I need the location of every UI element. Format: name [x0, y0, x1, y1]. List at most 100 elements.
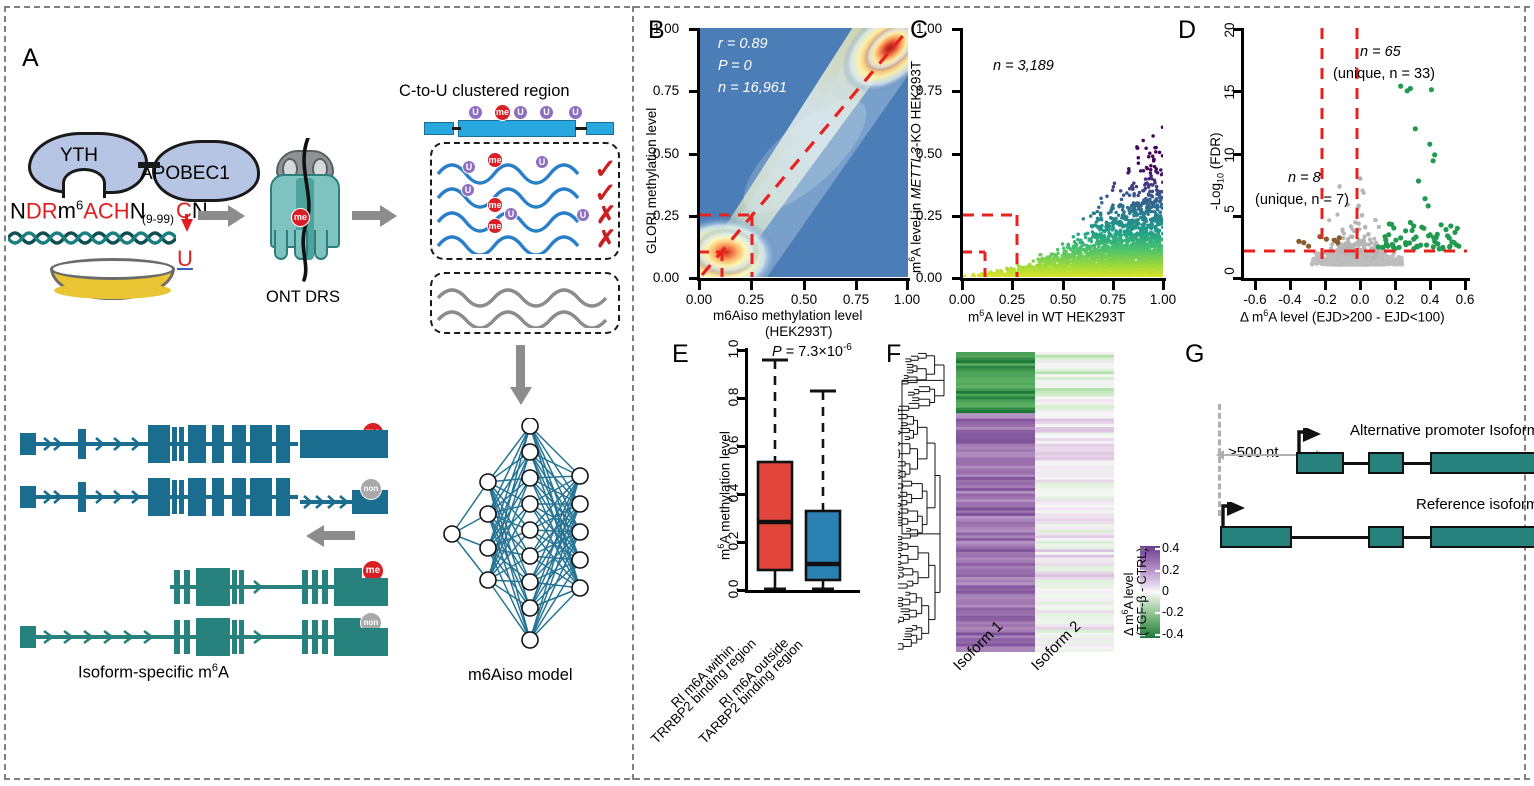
panel-g-alt-intron-2 [1400, 462, 1432, 465]
reads-cluster-box [430, 142, 620, 260]
panel-b-ytick-2 [689, 153, 698, 156]
transcript-exon-left [424, 122, 454, 135]
panel-d-y-axis-title: -Log10 (FDR) [1208, 132, 1226, 210]
transcript-exon-main [458, 120, 576, 137]
read-mark-cross-1: ✗ [596, 202, 617, 229]
gene-track-teal-1-tail [352, 578, 388, 606]
panel-e-ytick-1 [737, 541, 746, 544]
panel-b-ytick-0 [689, 277, 698, 280]
yth-domain-label: YTH [60, 145, 98, 166]
panel-c-xlabel-1: 0.25 [998, 292, 1026, 307]
panel-g-alt-intron-1 [1340, 462, 1372, 465]
panel-b-x-axis [697, 278, 910, 281]
m6aiso-model-diagram [443, 418, 589, 649]
panel-letter-g: G [1185, 340, 1205, 368]
panel-d-ytick-15 [1233, 90, 1242, 93]
panel-b-ytick-1 [689, 215, 698, 218]
petri-dish-rim [50, 258, 175, 280]
panel-f-cbar-tick-0: 0.4 [1162, 541, 1180, 555]
panel-c-ytick-0 [952, 277, 961, 280]
grey-reads-cluster-box [430, 272, 620, 334]
panel-e-y-axis-title: m6A methylation level [716, 431, 733, 560]
ont-drs-label: ONT DRS [266, 288, 340, 306]
panel-d-ylabel-0: 0 [1222, 267, 1237, 275]
panel-e-y-axis [745, 348, 748, 592]
panel-e-ylabel-5: 1.0 [726, 339, 741, 359]
gene-track-dark-1-tail [300, 430, 388, 458]
me-badge-t1: me [494, 104, 511, 121]
u-badge-r2a: U [461, 183, 475, 197]
panel-e-ytick-0 [737, 589, 746, 592]
panel-d-ann-down-1: n = 8 [1288, 170, 1321, 186]
read-mark-cross-2: ✗ [596, 226, 617, 253]
petri-dish-medium [54, 282, 171, 299]
panel-b-xtick-4 [906, 281, 909, 290]
panel-d-y-axis [1241, 28, 1244, 279]
panel-b-stat-r: r = 0.89 [718, 36, 768, 52]
panel-g-alt-exon-1 [1296, 452, 1344, 474]
panel-c-ytick-3 [952, 90, 961, 93]
u-badge-t2: U [513, 105, 528, 120]
u-badge-t4: U [568, 105, 583, 120]
panel-b-xtick-3 [855, 281, 858, 290]
panel-g-ref-intron-1 [1290, 536, 1370, 539]
panel-g-distance-label: >500 nt [1228, 444, 1279, 461]
panel-g-ref-isoform-label: Reference isoform [1416, 496, 1534, 513]
panel-c-y-axis [960, 28, 963, 279]
m6aiso-model-label: m6Aiso model [468, 666, 573, 684]
panel-d-ann-up-1: n = 65 [1360, 44, 1401, 60]
panel-b-ylabel-0: 0.00 [652, 270, 680, 285]
panel-c-xtick-3 [1112, 281, 1115, 290]
u-badge-t1: U [468, 105, 483, 120]
me-badge-nanopore: me [291, 208, 310, 227]
panel-d-xtick-6 [1464, 281, 1467, 290]
panel-e-ytick-4 [737, 397, 746, 400]
panel-f-cbar-tick-4: -0.4 [1162, 627, 1184, 641]
panel-g-alt-tss-arrow-icon [1297, 428, 1321, 455]
panel-d-xtick-5 [1429, 281, 1432, 290]
panel-letter-c: C [910, 16, 929, 44]
panel-d-xlabel-3: 0.0 [1350, 292, 1370, 307]
transcript-junction-left [452, 127, 461, 130]
panel-c-x-axis-title: m6A level in WT HEK293T [968, 308, 1126, 325]
panel-b-ytick-3 [689, 90, 698, 93]
panel-d-xtick-1 [1289, 281, 1292, 290]
panel-c-ylabel-1: 0.25 [915, 208, 943, 223]
u-badge-r1b: U [535, 155, 549, 169]
panel-e-ytick-5 [737, 349, 746, 352]
panel-g-alt-exon-2 [1368, 452, 1404, 474]
panel-c-xtick-4 [1162, 281, 1165, 290]
panel-c-ylabel-2: 0.50 [915, 146, 943, 161]
panel-b-ytick-4 [689, 28, 698, 31]
apobec1-domain-shape [152, 140, 260, 202]
panel-f-colorbar [1140, 546, 1160, 638]
motif-spacer-label: (9-99) [142, 212, 175, 226]
nanopore-leg-1 [274, 230, 288, 260]
panel-letter-d: D [1178, 16, 1197, 44]
panel-d-x-axis [1241, 278, 1470, 281]
panel-e-ytick-2 [737, 493, 746, 496]
panel-d-volcano-plot [1244, 28, 1467, 277]
panel-g-ref-exon-2 [1368, 526, 1404, 548]
panel-e-boxplot [748, 350, 856, 596]
panel-b-xlabel-1: 0.25 [737, 292, 765, 307]
panel-b-density-heatmap [700, 28, 908, 277]
panel-d-ytick-10 [1233, 153, 1242, 156]
panel-c-xlabel-2: 0.50 [1049, 292, 1077, 307]
panel-e-ylabel-4: 0.8 [726, 387, 741, 407]
panel-letter-a: A [22, 44, 39, 72]
ctou-region-title: C-to-U clustered region [399, 82, 570, 100]
panel-b-y-axis [697, 28, 700, 279]
panel-c-xlabel-3: 0.75 [1099, 292, 1127, 307]
gene-track-teal-2 [20, 618, 368, 656]
panel-g-ref-tss-arrow-icon [1221, 502, 1245, 529]
u-badge-t3: U [539, 105, 554, 120]
panel-c-y-axis-title: m6A level in METTL3-KO HEK293T [907, 60, 924, 273]
panel-d-ytick-5 [1233, 215, 1242, 218]
panel-f-heatmap [956, 352, 1114, 652]
transcript-exon-right [586, 122, 614, 135]
transcript-junction-right [575, 127, 587, 130]
panel-c-scatter-plot [963, 28, 1163, 277]
panel-g-reference-dashed-line [1218, 404, 1221, 516]
